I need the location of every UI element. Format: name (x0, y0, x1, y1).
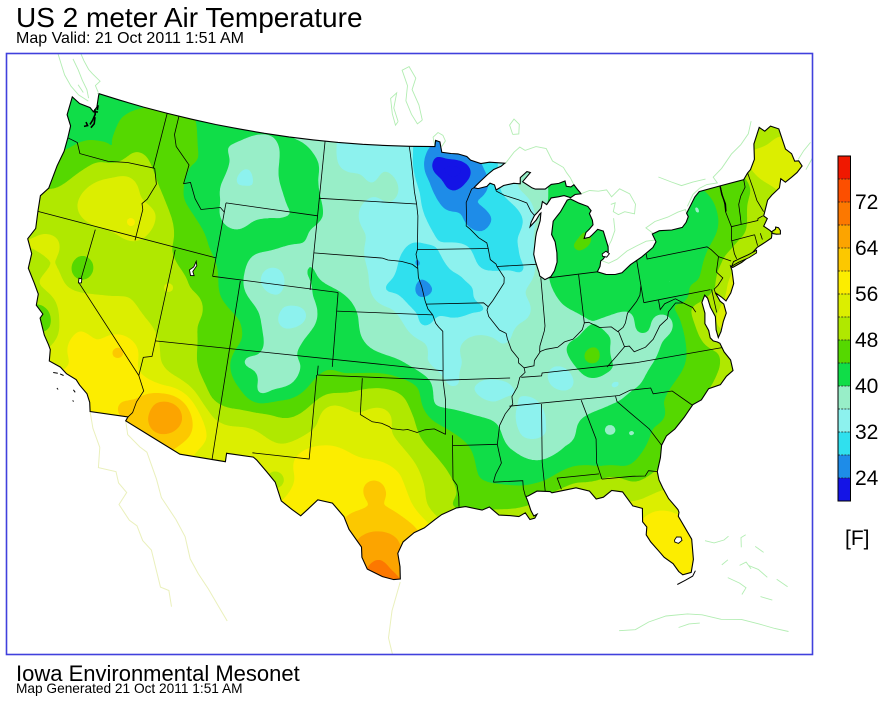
svg-text:Map Generated 21 Oct 2011 1:51: Map Generated 21 Oct 2011 1:51 AM (16, 681, 243, 696)
svg-text:56: 56 (855, 283, 878, 306)
svg-text:64: 64 (855, 237, 879, 260)
svg-text:Map Valid: 21 Oct 2011 1:51 AM: Map Valid: 21 Oct 2011 1:51 AM (16, 30, 244, 47)
svg-text:48: 48 (855, 329, 878, 352)
svg-text:40: 40 (855, 375, 878, 398)
svg-text:Iowa Environmental Mesonet: Iowa Environmental Mesonet (16, 661, 300, 686)
svg-text:[F]: [F] (845, 527, 870, 550)
svg-text:US 2 meter Air Temperature: US 2 meter Air Temperature (16, 2, 363, 33)
svg-text:72: 72 (855, 191, 878, 214)
svg-text:32: 32 (855, 421, 878, 444)
svg-text:24: 24 (855, 467, 879, 490)
